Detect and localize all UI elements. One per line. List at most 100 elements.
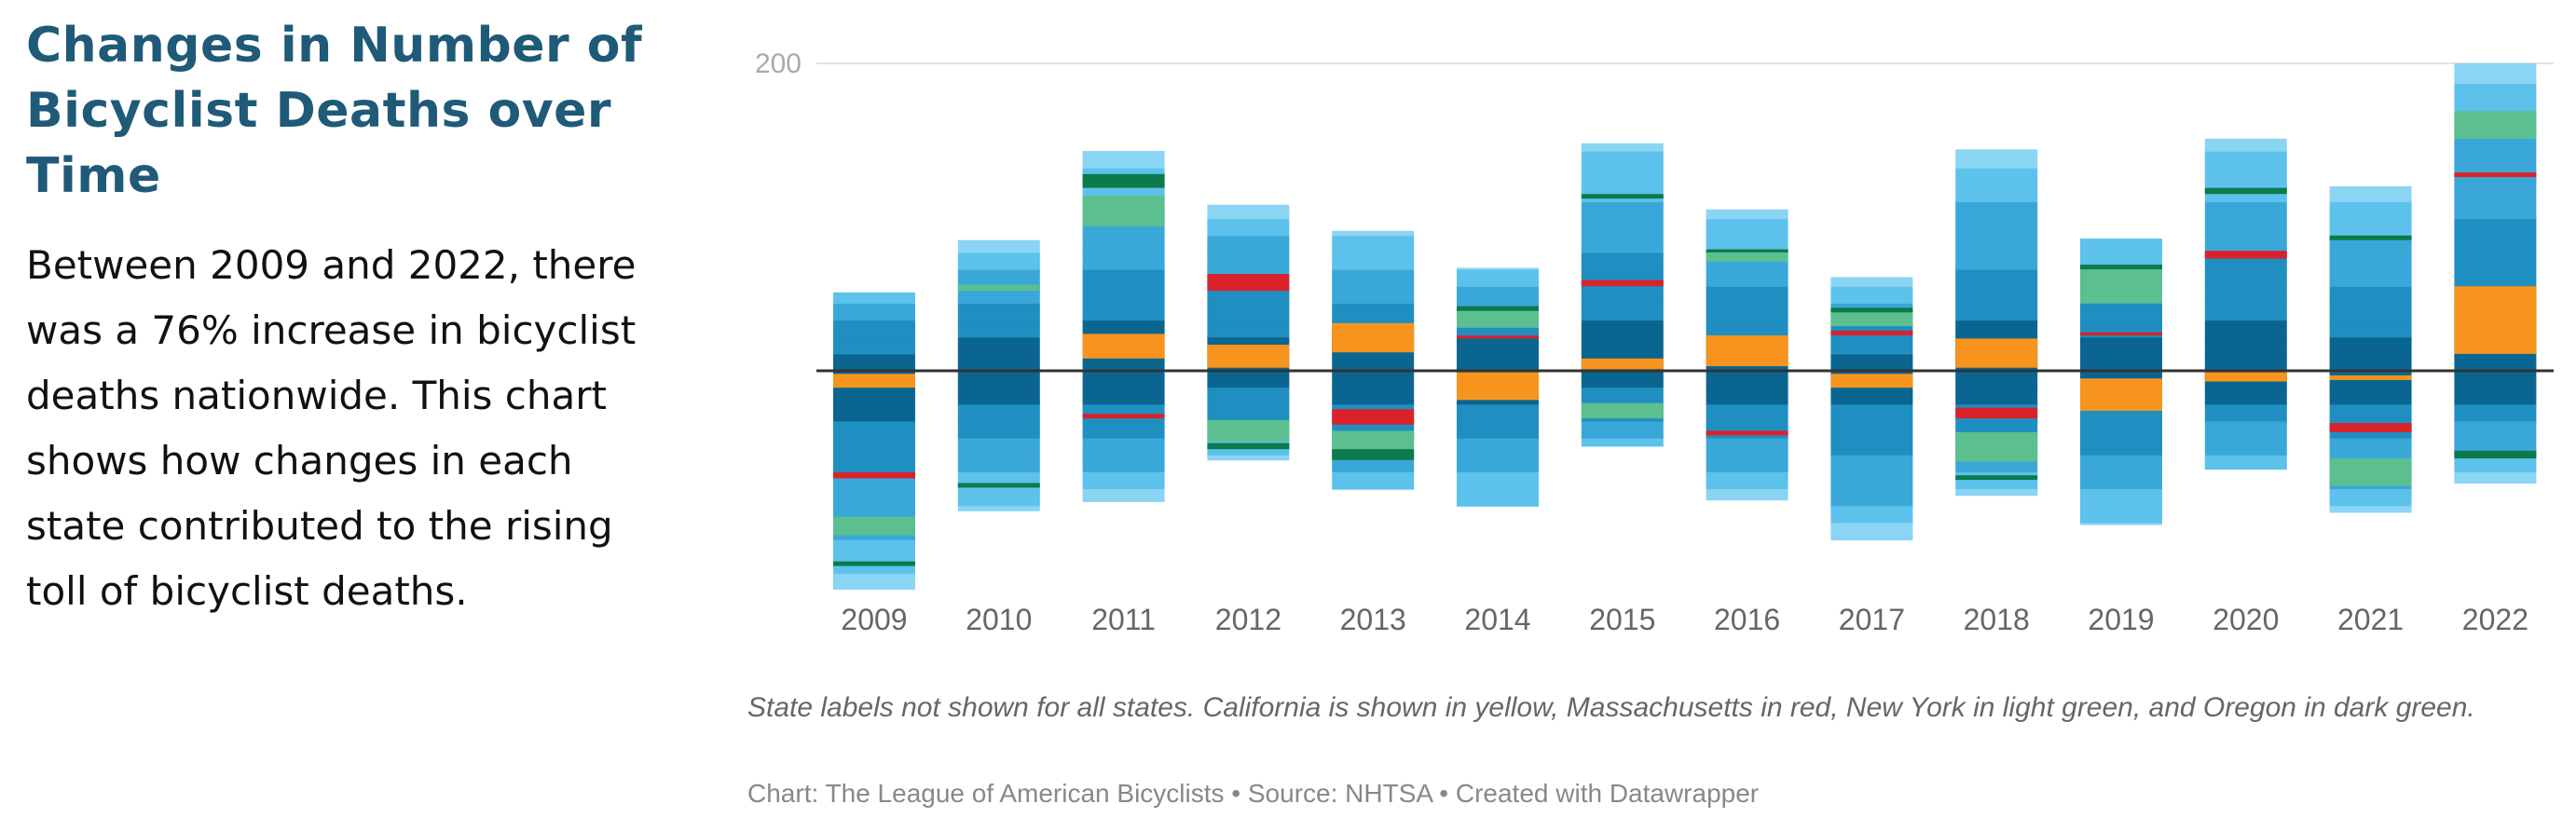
bar-2018: [1955, 149, 2038, 497]
segment-massachusetts: [1207, 274, 1290, 292]
segment-other-state: [2080, 523, 2162, 525]
segment-other-state: [2204, 138, 2287, 152]
segment-other-state: [2204, 303, 2287, 321]
segment-other-state: [957, 353, 1040, 372]
segment-other-state: [1955, 269, 2038, 287]
segment-other-state: [2329, 303, 2412, 321]
segment-other-state: [2080, 421, 2162, 440]
segment-other-state: [957, 404, 1040, 423]
segment-new-york: [833, 516, 915, 536]
segment-other-state: [1332, 235, 1415, 253]
chart-description: Between 2009 and 2022, there was a 76% i…: [26, 242, 637, 614]
segment-other-state: [1082, 421, 1165, 440]
segment-other-state: [1082, 371, 1165, 388]
segment-oregon: [2080, 265, 2162, 270]
x-tick-label: 2014: [1464, 603, 1530, 636]
segment-new-york: [1082, 195, 1165, 226]
segment-other-state: [2454, 252, 2537, 270]
segment-new-york: [1955, 432, 2038, 462]
segment-other-state: [1332, 303, 1415, 321]
segment-other-state: [1830, 523, 1913, 541]
segment-other-state: [1955, 489, 2038, 497]
segment-other-state: [1706, 320, 1788, 338]
segment-other-state: [1830, 336, 1913, 355]
segment-other-state: [1830, 455, 1913, 473]
segment-other-state: [1082, 286, 1165, 304]
segment-other-state: [2080, 238, 2162, 253]
segment-other-state: [1082, 269, 1165, 287]
segment-other-state: [1955, 149, 2038, 152]
segment-other-state: [2329, 388, 2412, 405]
segment-other-state: [2329, 286, 2412, 304]
segment-other-state: [1955, 168, 2038, 185]
segment-other-state: [1082, 455, 1165, 473]
segment-other-state: [957, 336, 1040, 355]
x-tick-label: 2021: [2337, 603, 2404, 636]
segment-other-state: [2454, 421, 2537, 440]
segment-other-state: [1706, 371, 1788, 388]
segment-other-state: [1457, 286, 1539, 304]
bar-2016: [1706, 209, 1788, 501]
segment-other-state: [833, 353, 915, 372]
segment-other-state: [2204, 438, 2287, 456]
segment-other-state: [1830, 438, 1913, 456]
segment-other-state: [1706, 235, 1788, 253]
segment-other-state: [2080, 455, 2162, 473]
segment-other-state: [833, 320, 915, 338]
segment-other-state: [2204, 286, 2287, 304]
segment-other-state: [1332, 252, 1415, 270]
segment-other-state: [833, 336, 915, 355]
segment-other-state: [1955, 371, 2038, 388]
segment-massachusetts: [2204, 251, 2287, 259]
segment-other-state: [2204, 404, 2287, 423]
segment-california: [1082, 334, 1165, 359]
segment-california: [2204, 372, 2287, 382]
segment-other-state: [2454, 201, 2537, 220]
segment-other-state: [1955, 286, 2038, 304]
segment-other-state: [2454, 235, 2537, 253]
segment-other-state: [1955, 252, 2038, 270]
segment-massachusetts: [1457, 335, 1539, 339]
segment-california: [2080, 378, 2162, 411]
segment-other-state: [1457, 267, 1539, 270]
segment-other-state: [1706, 303, 1788, 321]
segment-other-state: [957, 303, 1040, 321]
segment-other-state: [2454, 83, 2537, 102]
x-tick-label: 2011: [1091, 603, 1156, 636]
segment-other-state: [2204, 168, 2287, 185]
segment-other-state: [1706, 269, 1788, 287]
segment-california: [1830, 374, 1913, 388]
segment-other-state: [1830, 286, 1913, 304]
segment-other-state: [833, 292, 915, 304]
segment-other-state: [2204, 421, 2287, 440]
segment-other-state: [1581, 184, 1664, 203]
segment-other-state: [957, 269, 1040, 287]
segment-oregon: [2454, 450, 2537, 459]
segment-other-state: [1955, 184, 2038, 203]
bar-2020: [2204, 138, 2287, 470]
segment-california: [1581, 358, 1664, 370]
segment-other-state: [2329, 336, 2412, 355]
segment-other-state: [1955, 235, 2038, 253]
segment-massachusetts: [833, 471, 915, 479]
segment-other-state: [1581, 388, 1664, 405]
segment-new-york: [2454, 111, 2537, 139]
segment-other-state: [1207, 455, 1290, 461]
segment-other-state: [1830, 353, 1913, 372]
segment-other-state: [2454, 455, 2537, 473]
bar-2014: [1457, 267, 1539, 507]
segment-oregon: [957, 483, 1040, 488]
segment-other-state: [1207, 388, 1290, 405]
segment-other-state: [833, 421, 915, 440]
segment-other-state: [1332, 230, 1415, 237]
segment-other-state: [2080, 336, 2162, 355]
x-tick-label: 2022: [2462, 603, 2528, 636]
segment-other-state: [2329, 506, 2412, 513]
segment-other-state: [1581, 371, 1664, 388]
segment-other-state: [957, 252, 1040, 270]
x-tick-label: 2018: [1964, 603, 2030, 636]
segment-other-state: [1830, 421, 1913, 440]
segment-other-state: [1082, 489, 1165, 502]
segment-other-state: [1830, 388, 1913, 405]
segment-other-state: [1082, 252, 1165, 270]
